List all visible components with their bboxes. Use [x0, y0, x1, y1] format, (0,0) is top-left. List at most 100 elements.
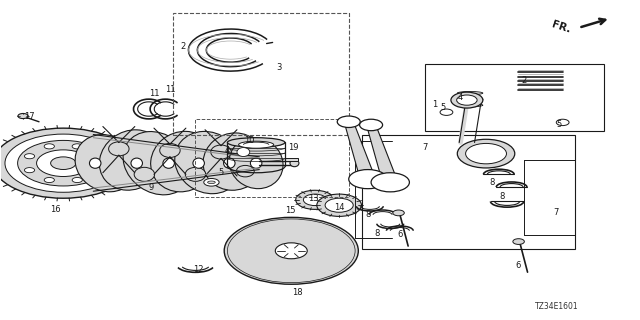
Circle shape	[275, 243, 307, 259]
Ellipse shape	[160, 143, 180, 157]
Polygon shape	[344, 121, 376, 180]
Ellipse shape	[237, 148, 250, 156]
Ellipse shape	[458, 104, 483, 107]
Circle shape	[261, 236, 321, 266]
Ellipse shape	[99, 130, 164, 190]
Ellipse shape	[75, 135, 137, 192]
Text: 6: 6	[515, 261, 521, 270]
Circle shape	[317, 194, 362, 216]
Circle shape	[204, 179, 219, 186]
Circle shape	[233, 222, 349, 280]
Circle shape	[51, 157, 76, 170]
Text: 16: 16	[50, 205, 60, 214]
Circle shape	[272, 241, 310, 260]
Bar	[285, 158, 298, 161]
Ellipse shape	[193, 158, 204, 168]
Text: 9: 9	[148, 183, 154, 192]
Ellipse shape	[223, 158, 235, 168]
Ellipse shape	[175, 132, 242, 194]
Ellipse shape	[229, 138, 283, 189]
Bar	[362, 134, 575, 249]
Circle shape	[457, 95, 477, 105]
Circle shape	[451, 92, 483, 108]
Bar	[195, 119, 349, 197]
Circle shape	[36, 150, 90, 177]
Circle shape	[72, 178, 83, 183]
Text: 5: 5	[218, 168, 223, 177]
Circle shape	[360, 119, 383, 131]
Circle shape	[371, 173, 410, 192]
Circle shape	[5, 134, 122, 192]
Ellipse shape	[250, 158, 262, 168]
Circle shape	[239, 225, 344, 277]
Text: 12: 12	[193, 265, 204, 275]
Text: 7: 7	[554, 208, 559, 217]
Ellipse shape	[203, 133, 264, 190]
Circle shape	[18, 140, 109, 186]
Bar	[426, 64, 604, 131]
Circle shape	[325, 198, 353, 212]
Text: 14: 14	[334, 203, 344, 212]
Ellipse shape	[458, 97, 483, 102]
Circle shape	[266, 238, 316, 263]
Text: 5: 5	[557, 120, 562, 130]
Text: 8: 8	[499, 192, 505, 201]
Text: 5: 5	[440, 103, 446, 112]
Ellipse shape	[227, 138, 285, 147]
Text: 13: 13	[308, 194, 319, 203]
Text: 18: 18	[292, 288, 303, 297]
Text: TZ34E1601: TZ34E1601	[534, 302, 578, 311]
Polygon shape	[367, 124, 398, 183]
Circle shape	[255, 233, 327, 269]
Ellipse shape	[90, 158, 101, 168]
Ellipse shape	[185, 167, 205, 181]
Text: 8: 8	[375, 229, 380, 238]
Bar	[173, 13, 349, 134]
Circle shape	[466, 143, 506, 164]
Text: 3: 3	[276, 63, 281, 72]
Ellipse shape	[163, 158, 174, 168]
Text: 8: 8	[490, 178, 495, 187]
Circle shape	[224, 217, 358, 284]
Circle shape	[44, 144, 54, 149]
Circle shape	[18, 114, 28, 119]
Circle shape	[458, 139, 515, 168]
Ellipse shape	[290, 160, 299, 167]
Circle shape	[440, 109, 453, 116]
Text: 7: 7	[422, 143, 428, 152]
Circle shape	[337, 116, 360, 127]
Circle shape	[349, 170, 387, 189]
Text: 1: 1	[433, 100, 438, 109]
Ellipse shape	[123, 132, 191, 195]
Circle shape	[72, 144, 83, 149]
Circle shape	[44, 178, 54, 183]
Circle shape	[296, 190, 334, 209]
Text: 4: 4	[458, 93, 463, 102]
Text: 2: 2	[522, 76, 527, 85]
Circle shape	[556, 119, 569, 125]
Ellipse shape	[131, 158, 143, 168]
Text: FR.: FR.	[551, 19, 572, 35]
Circle shape	[303, 194, 326, 205]
Circle shape	[24, 154, 35, 159]
Text: 8: 8	[365, 210, 371, 219]
Text: 17: 17	[24, 113, 35, 122]
Text: 19: 19	[288, 143, 298, 152]
Circle shape	[250, 230, 333, 271]
Circle shape	[393, 210, 404, 216]
Ellipse shape	[109, 142, 129, 156]
Ellipse shape	[207, 181, 215, 184]
Text: 10: 10	[244, 136, 255, 145]
Circle shape	[92, 154, 102, 159]
Text: 2: 2	[180, 42, 186, 52]
Ellipse shape	[236, 165, 254, 177]
Circle shape	[244, 227, 339, 274]
Circle shape	[227, 219, 355, 283]
Text: 6: 6	[397, 230, 403, 239]
Text: 15: 15	[285, 206, 295, 215]
Text: 11: 11	[164, 85, 175, 94]
Circle shape	[0, 128, 134, 198]
Circle shape	[24, 168, 35, 173]
Ellipse shape	[458, 92, 483, 95]
Ellipse shape	[239, 141, 274, 148]
